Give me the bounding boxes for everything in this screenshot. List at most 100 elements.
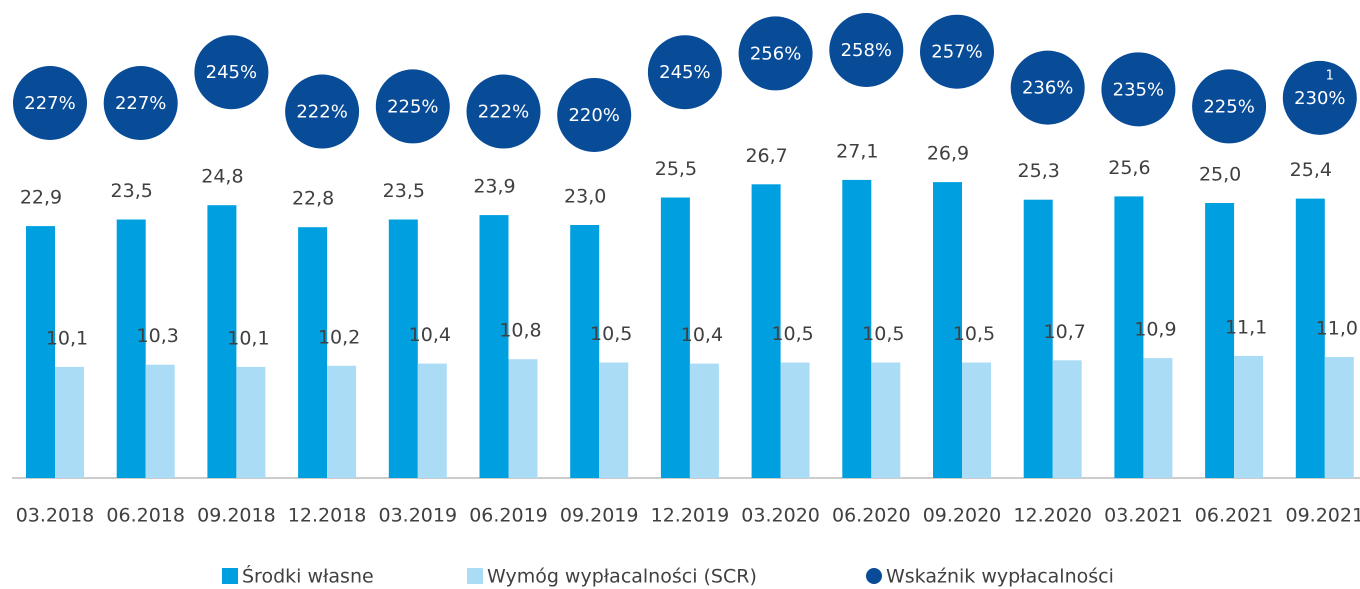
- annotation: 1: [1326, 68, 1334, 83]
- x-tick-label: 06.2020: [832, 505, 911, 527]
- bar: [417, 363, 447, 478]
- x-tick-label: 03.2018: [16, 505, 95, 527]
- legend-label: Wymóg wypłacalności (SCR): [487, 566, 757, 588]
- ratio-label: 258%: [841, 40, 892, 61]
- value-label: 24,8: [201, 166, 243, 188]
- value-label: 22,9: [20, 187, 62, 209]
- ratio-bubble: [1101, 52, 1176, 127]
- x-tick-label: 09.2021: [1286, 505, 1360, 527]
- x-tick-label: 03.2021: [1104, 505, 1183, 527]
- ratio-bubble: [375, 69, 450, 144]
- ratio-label: 236%: [1022, 78, 1073, 99]
- ratio-label: 245%: [659, 62, 710, 83]
- ratio-label: 227%: [24, 93, 75, 114]
- bar: [1052, 360, 1082, 478]
- value-label: 27,1: [836, 140, 878, 162]
- x-tick-label: 12.2019: [651, 505, 730, 527]
- ratio-bubble: [829, 12, 904, 87]
- bar: [1324, 357, 1354, 478]
- value-label: 25,4: [1290, 159, 1332, 181]
- legend-swatch: [866, 568, 882, 584]
- x-tick-label: 06.2018: [106, 505, 185, 527]
- ratio-bubble: [920, 14, 994, 89]
- x-tick-label: 06.2021: [1195, 505, 1274, 527]
- bar: [599, 362, 629, 478]
- bar: [207, 205, 237, 478]
- bar: [933, 182, 962, 478]
- value-label: 10,9: [1134, 319, 1176, 341]
- x-tick-label: 09.2020: [923, 505, 1002, 527]
- ratio-label: 257%: [931, 42, 982, 63]
- value-label: 10,5: [590, 323, 632, 345]
- bar: [570, 225, 600, 478]
- value-label: 10,5: [862, 323, 904, 345]
- value-label: 10,1: [227, 327, 269, 349]
- value-label: 11,0: [1316, 318, 1358, 340]
- ratio-bubble: [1282, 60, 1357, 135]
- ratio-label: 222%: [478, 102, 529, 123]
- legend-label: Wskaźnik wypłacalności: [886, 566, 1114, 588]
- x-tick-label: 12.2020: [1013, 505, 1092, 527]
- value-label: 10,1: [46, 327, 88, 349]
- ratio-bubble: [285, 74, 360, 149]
- value-label: 10,4: [409, 324, 451, 346]
- bar: [660, 197, 690, 478]
- ratio-bubble: [194, 35, 269, 110]
- value-label: 25,3: [1018, 160, 1060, 182]
- value-label: 25,0: [1199, 164, 1241, 186]
- value-label: 10,2: [318, 326, 360, 348]
- bar: [508, 359, 538, 478]
- ratio-label: 227%: [115, 93, 166, 114]
- ratio-label: 225%: [1203, 96, 1254, 117]
- bar: [298, 227, 328, 478]
- bar: [236, 366, 266, 478]
- value-label: 26,9: [927, 143, 969, 165]
- bar: [842, 179, 872, 478]
- value-label: 25,5: [655, 158, 697, 180]
- value-label: 25,6: [1108, 157, 1150, 179]
- x-tick-label: 09.2018: [197, 505, 276, 527]
- value-label: 11,1: [1225, 316, 1267, 338]
- ratio-label: 225%: [387, 96, 438, 117]
- ratio-label: 222%: [296, 102, 347, 123]
- ratio-bubble: [13, 66, 87, 140]
- bar: [479, 215, 509, 478]
- bar: [1023, 199, 1053, 478]
- bar: [1143, 358, 1173, 478]
- ratio-bubble: [647, 35, 722, 110]
- ratio-label: 235%: [1113, 79, 1164, 100]
- x-tick-label: 09.2019: [560, 505, 639, 527]
- legend-swatch: [467, 568, 483, 584]
- bar: [871, 362, 901, 478]
- legend-label: Środki własne: [242, 564, 374, 588]
- bar: [388, 219, 418, 478]
- bar: [26, 226, 55, 478]
- ratio-bubble: [466, 74, 541, 149]
- ratio-label: 245%: [206, 62, 257, 83]
- ratio-label: 256%: [750, 43, 801, 64]
- value-label: 10,3: [137, 325, 179, 347]
- ratio-bubble: [1010, 50, 1085, 125]
- x-tick-label: 03.2019: [379, 505, 458, 527]
- value-label: 26,7: [745, 145, 787, 167]
- x-tick-label: 12.2018: [288, 505, 367, 527]
- ratio-label: 220%: [568, 105, 619, 126]
- bar: [145, 364, 175, 478]
- bar: [962, 362, 991, 478]
- bar: [780, 362, 810, 478]
- ratio-bubble: [1192, 69, 1267, 144]
- value-label: 23,5: [111, 180, 153, 202]
- x-tick-label: 06.2019: [469, 505, 548, 527]
- ratio-bubble: [738, 16, 813, 91]
- bar: [1234, 355, 1264, 478]
- bar: [1295, 198, 1325, 478]
- x-tick-label: 03.2020: [741, 505, 820, 527]
- value-label: 10,5: [771, 323, 813, 345]
- legend-swatch: [222, 568, 238, 584]
- bar: [689, 363, 719, 478]
- value-label: 23,9: [473, 176, 515, 198]
- value-label: 23,5: [383, 180, 425, 202]
- bar: [751, 184, 781, 479]
- value-label: 10,5: [953, 323, 995, 345]
